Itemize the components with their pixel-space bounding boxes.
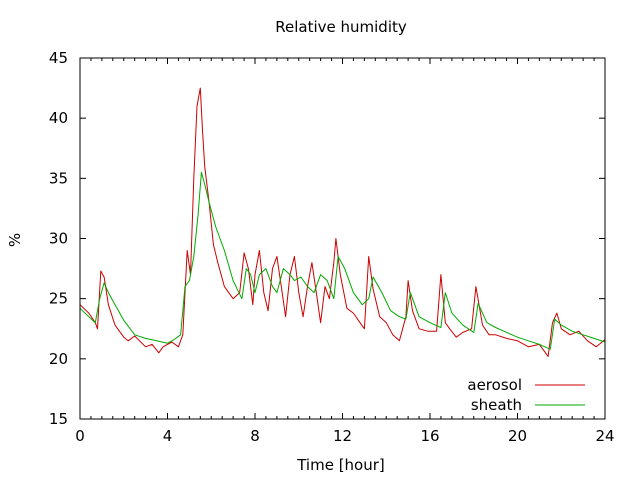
x-axis-label: Time [hour] <box>296 456 385 474</box>
y-tick-label: 20 <box>49 350 68 368</box>
series-line-aerosol <box>79 87 606 357</box>
x-tick-label: 16 <box>420 427 439 445</box>
series-line-sheath <box>79 171 606 350</box>
y-axis-label: % <box>6 233 24 247</box>
x-tick-label: 8 <box>250 427 260 445</box>
x-tick-label: 24 <box>595 427 614 445</box>
plot-frame <box>79 57 606 420</box>
y-tick-label: 45 <box>49 49 68 67</box>
x-tick-label: 0 <box>75 427 85 445</box>
y-tick-label: 30 <box>49 230 68 248</box>
legend-label-sheath: sheath <box>471 396 522 414</box>
chart-title: Relative humidity <box>275 18 407 36</box>
y-tick-label: 25 <box>49 290 68 308</box>
y-tick-label: 15 <box>49 410 68 428</box>
y-tick-label: 35 <box>49 169 68 187</box>
legend: aerosol sheath <box>467 376 585 414</box>
y-tick-label: 40 <box>49 109 68 127</box>
legend-label-aerosol: aerosol <box>467 376 522 394</box>
x-tick-label: 20 <box>508 427 527 445</box>
x-tick-label: 12 <box>333 427 352 445</box>
x-tick-label: 4 <box>163 427 173 445</box>
